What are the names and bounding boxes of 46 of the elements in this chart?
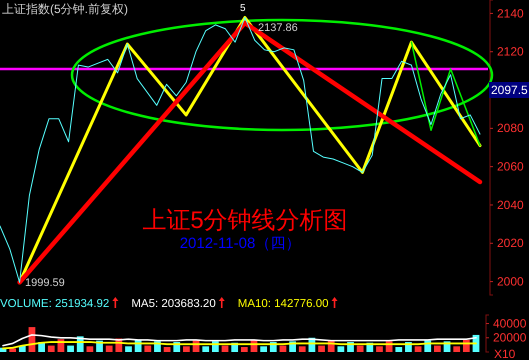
bar (434, 346, 441, 352)
y-tick-label: 2060 (497, 159, 524, 174)
bar (395, 347, 402, 352)
bar (453, 346, 460, 352)
bar (164, 347, 170, 352)
text: VOLUME: 251934.92 (0, 298, 110, 310)
bar (125, 346, 132, 352)
y-tick-label: 2120 (497, 44, 524, 59)
bar (106, 346, 113, 352)
text: MA5: 203683.20 (131, 298, 216, 310)
line-series (2, 334, 477, 346)
bar (356, 346, 364, 352)
bar (240, 347, 248, 352)
text: 2097.5 (491, 83, 528, 97)
bar (144, 346, 152, 352)
bar (48, 346, 55, 352)
y-tick-label: 2140 (497, 6, 524, 20)
bar (86, 346, 94, 352)
annotation: 2012-11-08（四） (180, 235, 300, 252)
annotation: 5 (240, 3, 246, 14)
bar (318, 346, 325, 352)
bar (202, 346, 210, 352)
text: MA10: 142776.00 (238, 298, 329, 310)
y-tick-label: 2080 (497, 121, 524, 136)
y-tick-label: 2000 (497, 274, 524, 288)
y-tick-label: 40000 (493, 316, 527, 330)
bar (337, 346, 344, 352)
bar (280, 346, 286, 352)
line-series (410, 41, 481, 146)
bar (298, 346, 306, 352)
bar (260, 346, 268, 352)
y-tick-label: 2020 (497, 236, 524, 250)
annotation: 1999.59 (25, 277, 65, 289)
line-series (2, 341, 477, 350)
annotation: 上证5分钟线分析图 (142, 207, 348, 234)
bar (9, 348, 16, 352)
y-tick-label: 2040 (497, 198, 524, 212)
text: X10 (494, 347, 516, 360)
bar (222, 346, 228, 352)
annotation: 2137.86 (258, 22, 298, 34)
bar (376, 346, 383, 352)
bar (414, 346, 422, 352)
bar (183, 346, 190, 352)
y-tick-label: 20000 (493, 330, 527, 345)
chart-title: 上证指数(5分钟.前复权) (2, 2, 128, 16)
bar (67, 346, 74, 352)
